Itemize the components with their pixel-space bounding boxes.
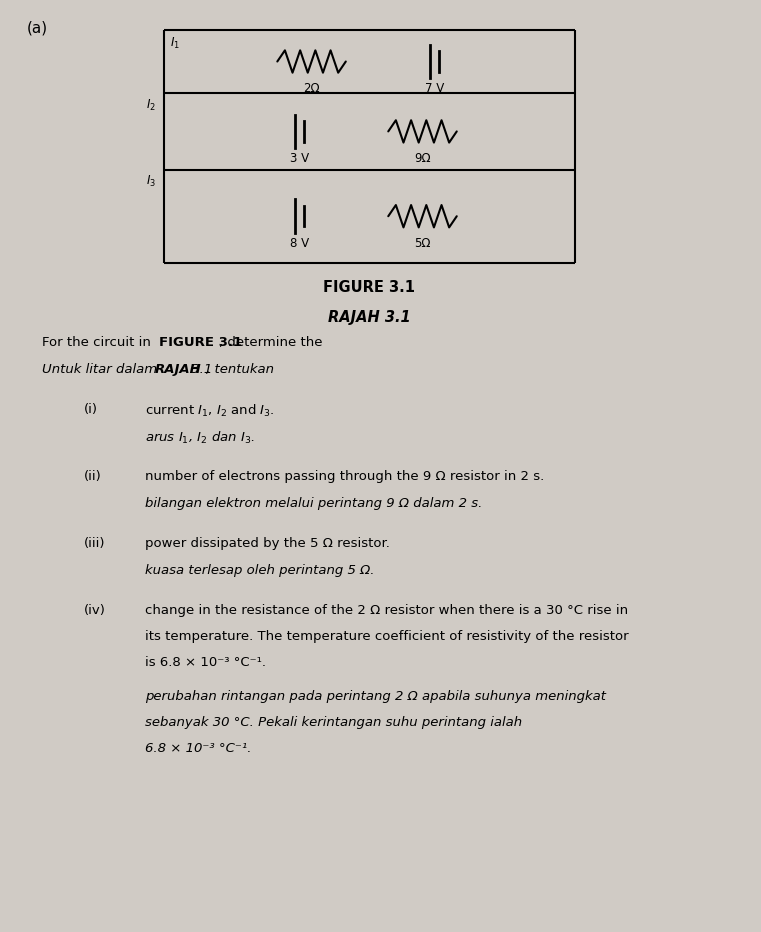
- Text: 9Ω: 9Ω: [414, 152, 431, 165]
- Text: FIGURE 3.1: FIGURE 3.1: [159, 336, 242, 349]
- Text: , tentukan: , tentukan: [206, 363, 274, 376]
- Text: RAJAH: RAJAH: [154, 363, 201, 376]
- Text: sebanyak 30 °C. Pekali kerintangan suhu perintang ialah: sebanyak 30 °C. Pekali kerintangan suhu …: [145, 716, 522, 729]
- Text: For the circuit in: For the circuit in: [42, 336, 155, 349]
- Text: Untuk litar dalam: Untuk litar dalam: [42, 363, 161, 376]
- Text: (iii): (iii): [84, 537, 105, 550]
- Text: its temperature. The temperature coefficient of resistivity of the resistor: its temperature. The temperature coeffic…: [145, 630, 629, 643]
- Text: , determine the: , determine the: [219, 336, 323, 349]
- Text: number of electrons passing through the 9 Ω resistor in 2 s.: number of electrons passing through the …: [145, 470, 544, 483]
- Text: power dissipated by the 5 Ω resistor.: power dissipated by the 5 Ω resistor.: [145, 537, 390, 550]
- Text: 6.8 × 10⁻³ °C⁻¹.: 6.8 × 10⁻³ °C⁻¹.: [145, 742, 251, 755]
- Text: 2Ω: 2Ω: [303, 82, 320, 95]
- Text: bilangan elektron melalui perintang 9 Ω dalam 2 s.: bilangan elektron melalui perintang 9 Ω …: [145, 497, 482, 510]
- Text: 7 V: 7 V: [425, 82, 444, 95]
- Text: FIGURE 3.1: FIGURE 3.1: [323, 280, 415, 295]
- Text: perubahan rintangan pada perintang 2 Ω apabila suhunya meningkat: perubahan rintangan pada perintang 2 Ω a…: [145, 690, 606, 703]
- Text: (iv): (iv): [84, 604, 106, 617]
- Text: (i): (i): [84, 403, 97, 416]
- Text: 3.1: 3.1: [187, 363, 212, 376]
- Text: RAJAH 3.1: RAJAH 3.1: [328, 310, 410, 325]
- Text: $I_3$: $I_3$: [146, 174, 156, 189]
- Text: arus $I_1$, $I_2$ dan $I_3$.: arus $I_1$, $I_2$ dan $I_3$.: [145, 430, 254, 445]
- Text: (a): (a): [27, 21, 48, 35]
- Text: $I_1$: $I_1$: [170, 35, 180, 50]
- Text: $I_2$: $I_2$: [146, 98, 156, 113]
- Text: change in the resistance of the 2 Ω resistor when there is a 30 °C rise in: change in the resistance of the 2 Ω resi…: [145, 604, 628, 617]
- Text: kuasa terlesap oleh perintang 5 Ω.: kuasa terlesap oleh perintang 5 Ω.: [145, 564, 374, 577]
- Text: (ii): (ii): [84, 470, 101, 483]
- Text: current $I_1$, $I_2$ and $I_3$.: current $I_1$, $I_2$ and $I_3$.: [145, 403, 274, 418]
- Text: 8 V: 8 V: [290, 237, 309, 250]
- Text: is 6.8 × 10⁻³ °C⁻¹.: is 6.8 × 10⁻³ °C⁻¹.: [145, 656, 266, 669]
- Text: 5Ω: 5Ω: [414, 237, 431, 250]
- Text: 3 V: 3 V: [290, 152, 309, 165]
